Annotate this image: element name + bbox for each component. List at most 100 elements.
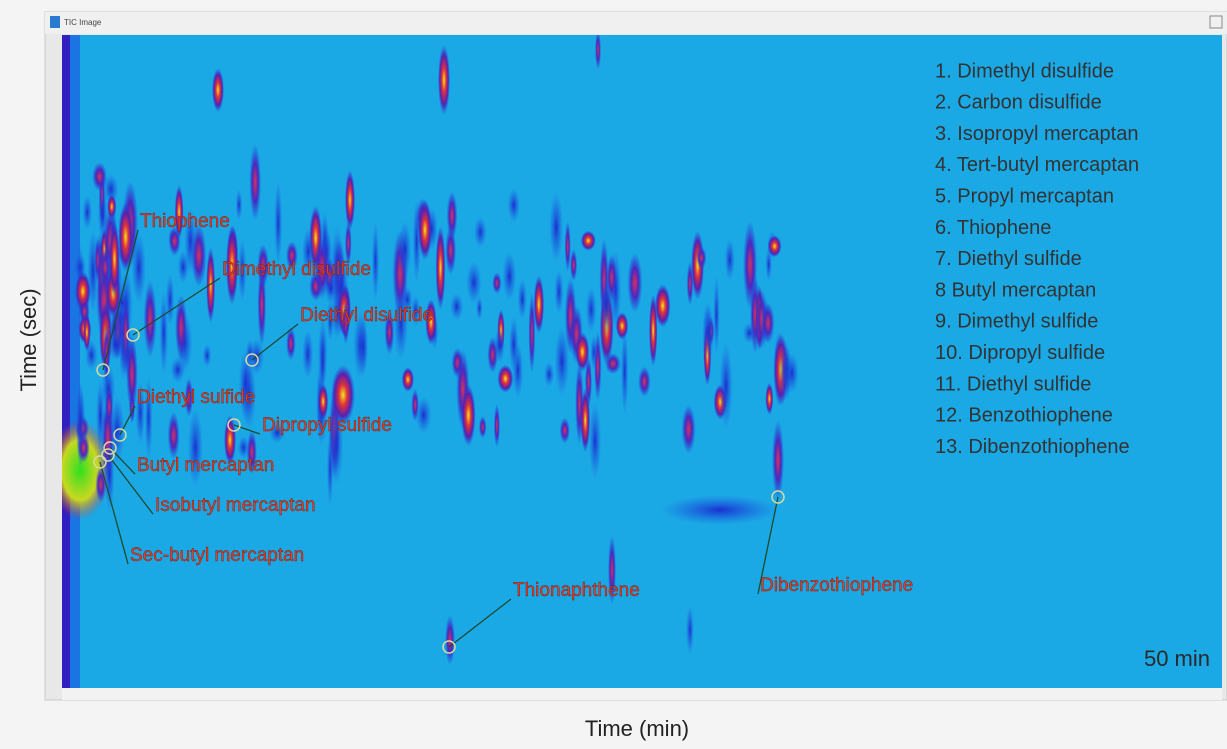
leader-line — [448, 598, 512, 648]
peak — [235, 189, 243, 221]
peak — [302, 227, 315, 276]
annotation-label: Diethyl disulfide — [300, 305, 433, 326]
peak — [627, 252, 643, 313]
peak — [654, 284, 671, 328]
compound-item: 2. Carbon disulfide — [935, 92, 1102, 114]
leader-line — [102, 229, 139, 371]
peak — [686, 261, 694, 306]
annotation-label: Thionaphthene — [513, 580, 640, 601]
peak — [212, 68, 224, 112]
peak — [246, 429, 257, 475]
peak — [478, 415, 487, 439]
annotation-label: Isobutyl mercaptan — [155, 495, 316, 516]
peak — [696, 246, 707, 269]
peak — [345, 170, 355, 230]
peak — [507, 187, 521, 223]
peak — [345, 221, 352, 266]
peak — [175, 294, 188, 361]
peak — [92, 162, 107, 192]
peak — [103, 173, 119, 205]
peak — [580, 230, 596, 251]
window-icon — [50, 16, 60, 28]
x-axis-strip — [62, 688, 1222, 700]
peak — [135, 381, 145, 446]
peak — [75, 271, 91, 312]
compound-item: 3. Isopropyl mercaptan — [935, 123, 1138, 145]
annotation-label: Sec-butyl mercaptan — [130, 545, 304, 566]
edge-band — [62, 35, 70, 688]
peak-marker — [96, 363, 110, 377]
peak — [82, 195, 93, 230]
peak — [476, 296, 483, 321]
peak — [104, 437, 115, 513]
peak — [761, 302, 775, 344]
peak — [249, 143, 262, 221]
compound-item: 9. Dimethyl sulfide — [935, 311, 1098, 333]
compound-item: 8 Butyl mercaptan — [935, 279, 1096, 301]
peak — [528, 292, 536, 374]
compound-item: 11. Diethyl sulfide — [935, 373, 1091, 395]
peak — [318, 383, 329, 420]
peak-marker — [101, 448, 115, 462]
peak — [742, 322, 756, 344]
peak — [686, 605, 694, 655]
peak — [724, 238, 735, 281]
peak — [772, 420, 784, 500]
peak — [473, 216, 487, 248]
peak-marker — [771, 490, 785, 504]
peak — [497, 364, 514, 393]
peak — [319, 333, 326, 394]
peak — [314, 236, 330, 300]
peak — [533, 275, 545, 334]
peak — [269, 422, 286, 443]
leader-line — [132, 277, 221, 336]
peak — [257, 243, 269, 288]
title-bar — [45, 12, 1227, 34]
peak — [445, 226, 457, 275]
peak — [398, 220, 412, 279]
peak — [743, 220, 758, 310]
compound-item: 6. Thiophene — [935, 217, 1051, 239]
peak — [83, 312, 91, 352]
peak — [108, 329, 124, 361]
peak — [575, 332, 590, 372]
peak — [302, 329, 314, 379]
peak — [401, 367, 414, 392]
peak — [77, 433, 90, 463]
peak — [502, 251, 517, 301]
peak — [713, 273, 720, 356]
peak — [286, 241, 298, 271]
peak — [517, 278, 527, 320]
compound-item: 13. Dibenzothiophene — [935, 436, 1130, 458]
close-button[interactable] — [1209, 15, 1223, 29]
compound-item: 1. Dimethyl disulfide — [935, 60, 1114, 82]
peak-marker — [245, 353, 259, 367]
contour-layer — [62, 35, 799, 688]
peak — [508, 315, 519, 373]
annotation-label: Dipropyl sulfide — [262, 415, 392, 436]
leader-line — [757, 496, 779, 595]
peak — [187, 407, 203, 488]
peak — [224, 415, 236, 465]
peak — [174, 184, 184, 239]
peak — [588, 402, 602, 481]
peak — [544, 362, 555, 387]
peak — [450, 292, 464, 321]
peak — [554, 326, 570, 397]
peak — [767, 235, 782, 258]
peak — [105, 384, 114, 428]
peak — [492, 272, 502, 294]
peak — [237, 435, 250, 460]
peak — [358, 317, 369, 376]
edge-band — [70, 35, 80, 688]
peak-marker — [227, 418, 241, 432]
annotation-label: Thiophene — [140, 211, 230, 232]
peak — [605, 353, 621, 375]
peak — [564, 220, 571, 273]
peak — [559, 417, 570, 444]
peak — [466, 261, 482, 305]
x-axis-label: Time (min) — [585, 716, 689, 741]
peak — [585, 286, 597, 333]
peak — [109, 221, 120, 297]
